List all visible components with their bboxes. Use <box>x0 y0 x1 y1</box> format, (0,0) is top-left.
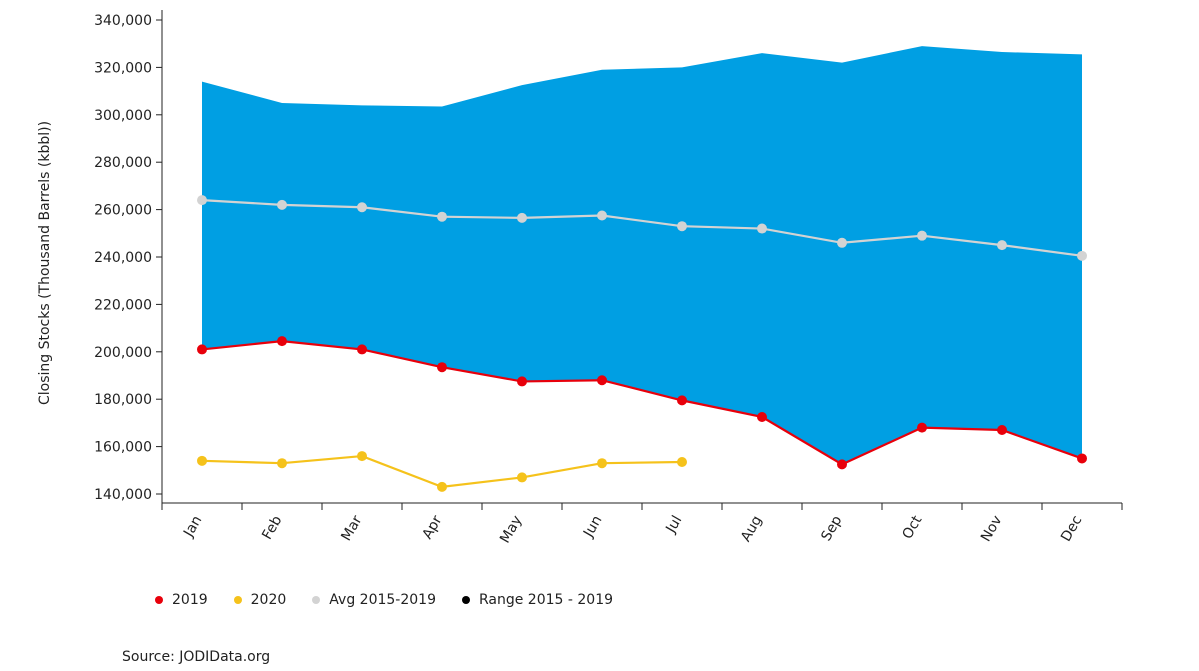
y-tick-label: 340,000 <box>94 13 152 29</box>
legend-item-range[interactable]: Range 2015 - 2019 <box>461 592 614 608</box>
series-point-avg-2015-2019 <box>197 195 207 206</box>
series-point-2019 <box>1077 453 1087 464</box>
y-tick-label: 240,000 <box>94 250 152 266</box>
series-point-2019 <box>757 411 767 422</box>
legend: 2019 2020 Avg 2015-2019 Range 2015 - 201… <box>155 592 613 608</box>
series-point-avg-2015-2019 <box>677 221 687 232</box>
series-point-avg-2015-2019 <box>837 237 847 248</box>
x-tick-label: Dec <box>1058 513 1085 544</box>
series-line-2019 <box>201 340 1083 466</box>
y-tick-label: 200,000 <box>94 345 152 361</box>
series-point-2019 <box>517 376 527 387</box>
x-tick-label: Jun <box>580 513 605 541</box>
series-point-2020 <box>677 457 687 468</box>
series-point-2019 <box>837 459 847 470</box>
y-tick-label: 160,000 <box>94 440 152 456</box>
legend-label-2020: 2020 <box>250 592 287 608</box>
x-tick-label: May <box>497 513 525 546</box>
series-point-2020 <box>357 451 367 462</box>
series-point-avg-2015-2019 <box>357 202 367 213</box>
legend-item-2019[interactable]: 2019 <box>155 592 208 608</box>
x-tick-label: Apr <box>419 513 445 542</box>
series-point-2020 <box>437 481 447 492</box>
series-point-avg-2015-2019 <box>597 210 607 221</box>
y-tick-label: 280,000 <box>94 155 152 171</box>
range-area <box>202 46 1082 465</box>
x-tick-label: Jan <box>180 513 205 541</box>
legend-marker-2019 <box>155 596 163 604</box>
y-tick-label: 320,000 <box>94 60 152 76</box>
y-tick-label: 220,000 <box>94 297 152 313</box>
series-point-avg-2015-2019 <box>277 199 287 210</box>
series-point-2020 <box>197 455 207 466</box>
series-point-2019 <box>677 395 687 406</box>
y-tick-label: 260,000 <box>94 203 152 219</box>
legend-item-2020[interactable]: 2020 <box>233 592 287 608</box>
y-tick-label: 300,000 <box>94 108 152 124</box>
series-point-avg-2015-2019 <box>437 211 447 222</box>
x-tick-label: Nov <box>978 513 1006 545</box>
x-tick-label: Feb <box>259 513 285 543</box>
y-tick-label: 140,000 <box>94 487 152 503</box>
legend-label-avg: Avg 2015-2019 <box>329 592 436 608</box>
x-tick-label: Mar <box>338 513 365 544</box>
y-tick-label: 180,000 <box>94 392 152 408</box>
series-point-2019 <box>437 362 447 373</box>
legend-marker-2020 <box>233 596 242 604</box>
series-point-2020 <box>277 458 287 469</box>
series-point-avg-2015-2019 <box>997 240 1007 251</box>
series-point-2019 <box>197 344 207 355</box>
x-tick-label: Jul <box>663 513 686 537</box>
x-tick-label: Aug <box>738 513 766 545</box>
series-point-2019 <box>917 422 927 433</box>
series-point-avg-2015-2019 <box>757 223 767 234</box>
legend-label-range: Range 2015 - 2019 <box>478 592 614 608</box>
series-point-avg-2015-2019 <box>917 230 927 241</box>
series-point-2019 <box>597 375 607 386</box>
legend-item-avg[interactable]: Avg 2015-2019 <box>312 592 436 608</box>
source-note: Source: JODIData.org <box>122 649 271 665</box>
series-point-2019 <box>357 344 367 355</box>
y-axis-label: Closing Stocks (Thousand Barrels (kbbl)) <box>37 120 53 406</box>
legend-label-2019: 2019 <box>172 592 208 608</box>
x-tick-label: Oct <box>899 513 925 542</box>
series-point-2019 <box>277 336 287 347</box>
series-point-avg-2015-2019 <box>517 212 527 223</box>
x-tick-label: Sep <box>818 513 845 544</box>
series-point-2020 <box>597 458 607 469</box>
series-point-avg-2015-2019 <box>1077 250 1087 261</box>
legend-marker-avg <box>312 596 321 604</box>
series-line-avg-2015-2019 <box>201 199 1083 257</box>
legend-marker-range <box>461 596 470 604</box>
series-point-2020 <box>517 472 527 483</box>
series-point-2019 <box>997 425 1007 436</box>
